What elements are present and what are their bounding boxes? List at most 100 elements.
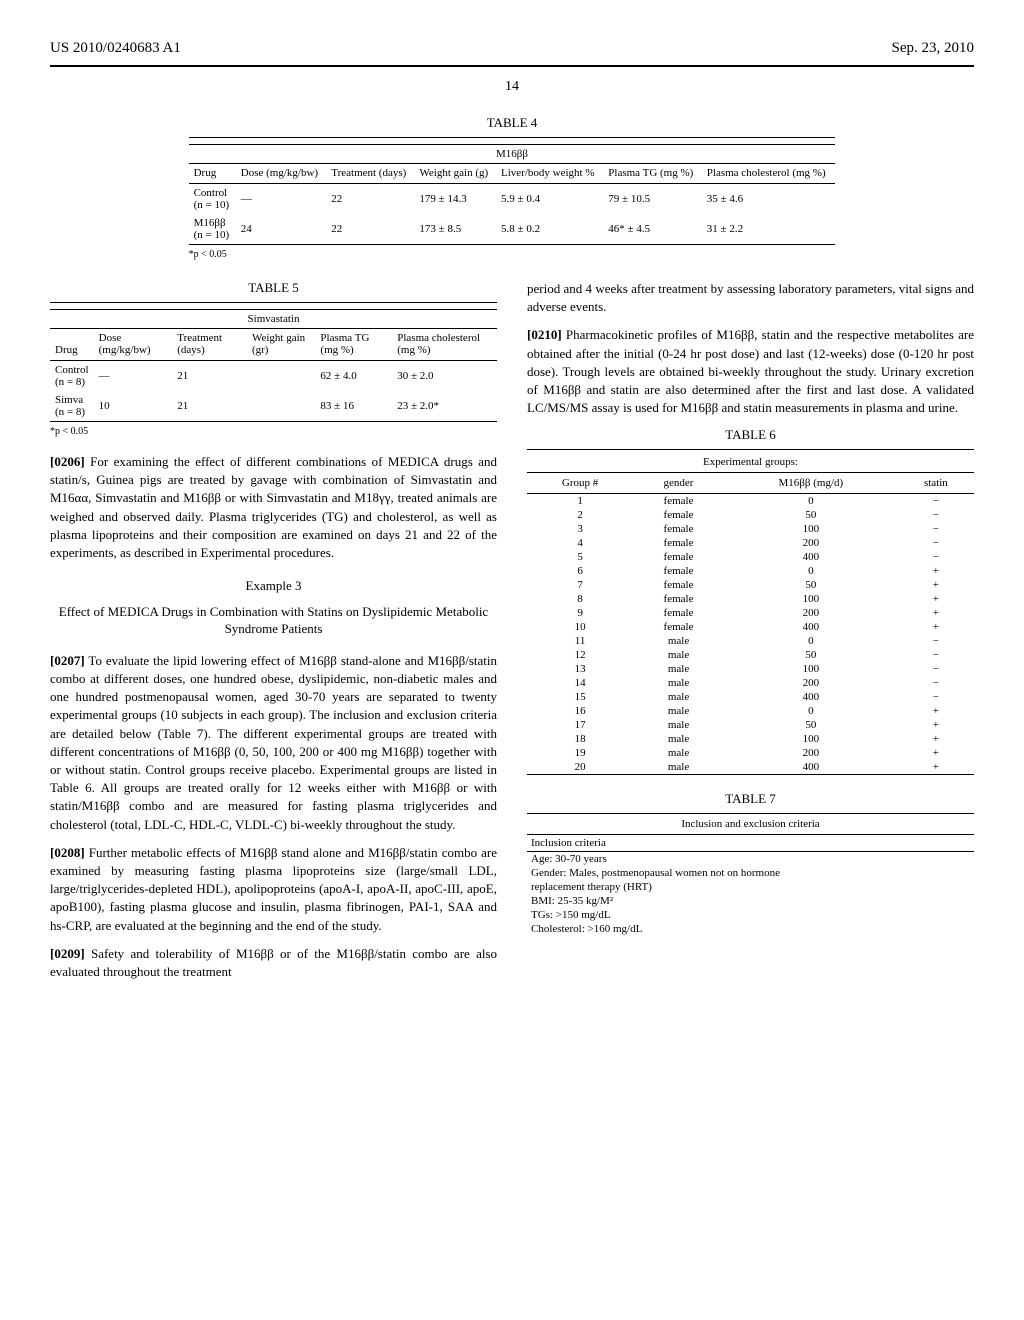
table-cell: 18	[527, 732, 633, 746]
table-cell: female	[633, 522, 724, 536]
table-cell: male	[633, 634, 724, 648]
table-cell: Simva (n = 8)	[50, 391, 94, 422]
t4-col5: Plasma TG (mg %)	[603, 164, 702, 184]
table4-footnote: *p < 0.05	[189, 249, 836, 260]
table-cell: 400	[724, 690, 898, 704]
para-text-0207: To evaluate the lipid lowering effect of…	[50, 653, 497, 832]
para-0209: [0209] Safety and tolerability of M16ββ …	[50, 945, 497, 981]
table-cell: +	[898, 718, 974, 732]
table-cell: 22	[326, 184, 414, 215]
para-0208: [0208] Further metabolic effects of M16β…	[50, 844, 497, 935]
t5-col0: Drug	[50, 329, 94, 361]
table-cell: 20	[527, 760, 633, 775]
t4-col2: Treatment (days)	[326, 164, 414, 184]
table-cell: 400	[724, 550, 898, 564]
table-cell: +	[898, 592, 974, 606]
table-cell: 0	[724, 494, 898, 509]
table-cell: 9	[527, 606, 633, 620]
table-6: Experimental groups: Group # gender M16β…	[527, 449, 974, 775]
t6-col3: statin	[898, 473, 974, 494]
table4-caption: TABLE 4	[50, 115, 974, 131]
doc-date: Sep. 23, 2010	[892, 40, 975, 57]
table-cell: 50	[724, 718, 898, 732]
table-cell: 10	[527, 620, 633, 634]
table-cell: female	[633, 620, 724, 634]
table-cell: 13	[527, 662, 633, 676]
table-cell: −	[898, 676, 974, 690]
table-cell: +	[898, 760, 974, 775]
t6-col2: M16ββ (mg/d)	[724, 473, 898, 494]
table-7: Inclusion and exclusion criteria Inclusi…	[527, 813, 974, 936]
table-cell: 79 ± 10.5	[603, 184, 702, 215]
table-cell: female	[633, 592, 724, 606]
header-rule	[50, 65, 974, 67]
table-cell: 11	[527, 634, 633, 648]
table-cell: +	[898, 704, 974, 718]
table-cell: 400	[724, 760, 898, 775]
table-cell: female	[633, 564, 724, 578]
table-cell: 200	[724, 536, 898, 550]
table-cell: 19	[527, 746, 633, 760]
table-cell: +	[898, 606, 974, 620]
table-cell: 14	[527, 676, 633, 690]
table-cell: BMI: 25-35 kg/M²	[527, 894, 974, 908]
table-cell: male	[633, 676, 724, 690]
table-cell: 24	[236, 214, 326, 245]
table-cell: 200	[724, 676, 898, 690]
table6-subtitle: Experimental groups:	[527, 452, 974, 473]
page-header: US 2010/0240683 A1 Sep. 23, 2010	[50, 40, 974, 57]
table-cell: +	[898, 732, 974, 746]
table5-subtitle: Simvastatin	[50, 310, 497, 329]
table-cell: −	[898, 536, 974, 550]
table-cell: female	[633, 550, 724, 564]
page-number: 14	[50, 79, 974, 95]
table-cell: 16	[527, 704, 633, 718]
table-cell: 173 ± 8.5	[414, 214, 496, 245]
para-0210: [0210] Pharmacokinetic profiles of M16ββ…	[527, 326, 974, 417]
para-cont: period and 4 weeks after treatment by as…	[527, 280, 974, 316]
table-cell: 8	[527, 592, 633, 606]
table-cell: −	[898, 662, 974, 676]
table4-subtitle: M16ββ	[189, 145, 836, 164]
table-cell: 200	[724, 746, 898, 760]
t5-col2: Treatment (days)	[172, 329, 247, 361]
table-cell: 35 ± 4.6	[702, 184, 836, 215]
table-cell: male	[633, 732, 724, 746]
table-cell: male	[633, 648, 724, 662]
table-cell: male	[633, 718, 724, 732]
t4-col6: Plasma cholesterol (mg %)	[702, 164, 836, 184]
table-cell: −	[898, 522, 974, 536]
table-cell: 179 ± 14.3	[414, 184, 496, 215]
table-cell: 100	[724, 592, 898, 606]
t4-col4: Liver/body weight %	[496, 164, 603, 184]
table-cell: female	[633, 578, 724, 592]
table-cell: −	[898, 550, 974, 564]
t5-col5: Plasma cholesterol (mg %)	[392, 329, 497, 361]
table-cell: 22	[326, 214, 414, 245]
t4-col0: Drug	[189, 164, 236, 184]
table-cell: −	[898, 690, 974, 704]
table-cell: 5	[527, 550, 633, 564]
table-cell: 31 ± 2.2	[702, 214, 836, 245]
table-cell: 50	[724, 578, 898, 592]
table-cell: female	[633, 536, 724, 550]
t4-col1: Dose (mg/kg/bw)	[236, 164, 326, 184]
table-cell: +	[898, 620, 974, 634]
table-cell: female	[633, 494, 724, 509]
table-cell: 100	[724, 522, 898, 536]
table-cell: 1	[527, 494, 633, 509]
table-cell: 7	[527, 578, 633, 592]
table-5: Simvastatin Drug Dose (mg/kg/bw) Treatme…	[50, 302, 497, 422]
para-0206: [0206] For examining the effect of diffe…	[50, 453, 497, 562]
table-cell: Cholesterol: >160 mg/dL	[527, 922, 974, 936]
para-0207: [0207] To evaluate the lipid lowering ef…	[50, 652, 497, 834]
table7-caption: TABLE 7	[527, 791, 974, 807]
table-cell: 50	[724, 648, 898, 662]
table-cell: 23 ± 2.0*	[392, 391, 497, 422]
table-cell: male	[633, 662, 724, 676]
table-cell: 100	[724, 662, 898, 676]
table-cell: +	[898, 746, 974, 760]
t6-col0: Group #	[527, 473, 633, 494]
table-cell: 6	[527, 564, 633, 578]
table-cell: 21	[172, 361, 247, 392]
